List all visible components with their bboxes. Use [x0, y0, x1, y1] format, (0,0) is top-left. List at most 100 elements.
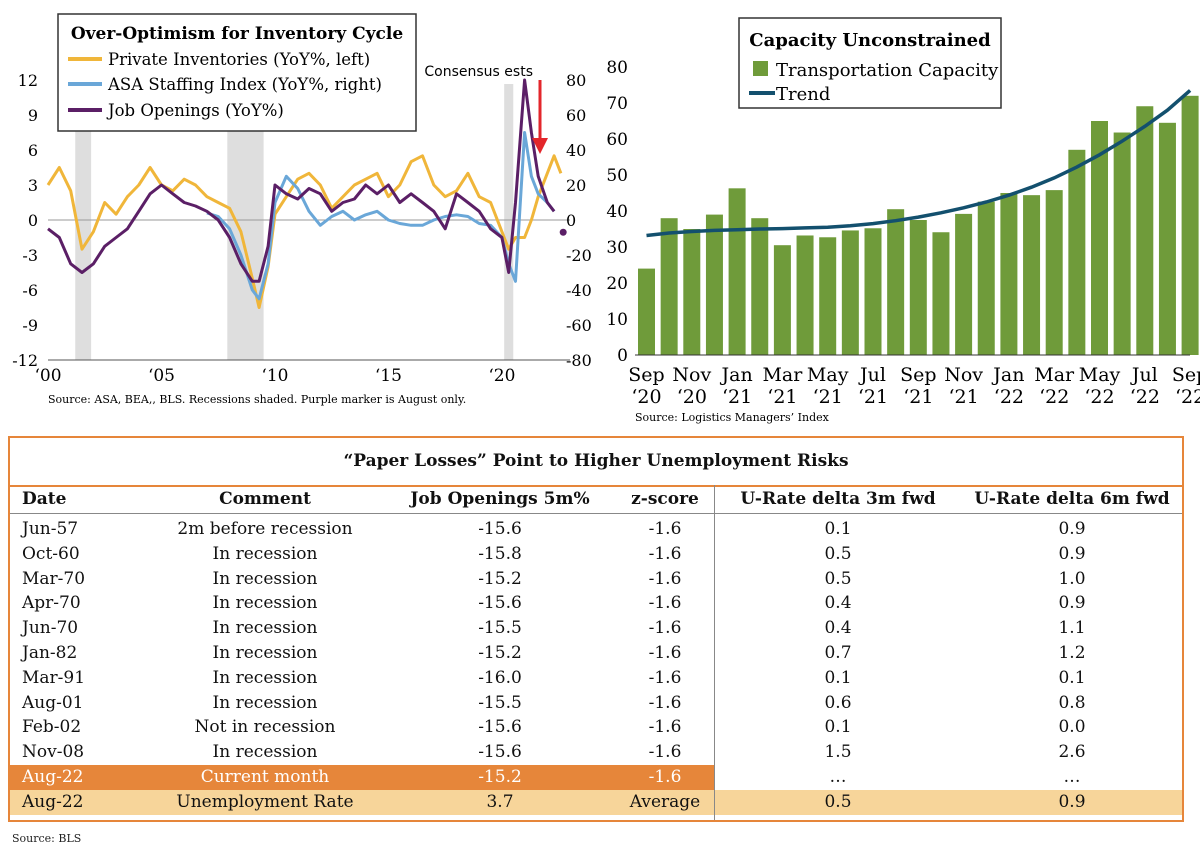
cell-z-score: Average [629, 791, 701, 812]
year-tick: ‘21 [858, 386, 888, 408]
year-tick: ‘22 [1039, 386, 1069, 408]
capacity-bar [683, 229, 701, 355]
cell-date: Aug-22 [22, 791, 84, 812]
year-tick: ‘21 [722, 386, 752, 408]
table-row: Jun-70 In recession -15.5 -1.6 0.4 1.1 [10, 616, 1182, 641]
cell-urate-3m: 0.5 [824, 543, 852, 564]
legend-label-inventories: Private Inventories (YoY%, left) [108, 50, 370, 69]
month-tick: Jan [720, 364, 753, 386]
year-tick: ‘22 [994, 386, 1024, 408]
cell-urate-3m: 0.5 [824, 791, 852, 812]
capacity-bar [841, 230, 859, 355]
trend-line [646, 89, 1192, 238]
cell-urate-3m: 0.4 [824, 593, 852, 614]
cell-z-score: -1.6 [648, 519, 682, 539]
capacity-bar [728, 188, 746, 355]
left-y-tick: -3 [22, 246, 38, 265]
month-tick: May [1079, 364, 1121, 386]
right-chart-source: Source: Logistics Managers’ Index [635, 411, 830, 424]
header-date: Date [22, 489, 67, 509]
cell-z-score: -1.6 [648, 692, 682, 713]
year-tick: ‘21 [813, 386, 843, 408]
cell-comment: Current month [200, 767, 330, 787]
capacity-bar [1181, 95, 1199, 356]
series-inventories [46, 154, 563, 309]
right-y-tick: 60 [606, 130, 628, 150]
cell-z-score: -1.6 [648, 767, 682, 787]
cell-comment: Unemployment Rate [176, 791, 354, 812]
header-job-openings: Job Openings 5m% [410, 489, 590, 509]
cell-job-openings: -15.2 [478, 643, 522, 663]
header-comment: Comment [219, 489, 311, 509]
left-x-tick: ‘10 [261, 366, 288, 386]
table-title: “Paper Losses” Point to Higher Unemploym… [10, 438, 1182, 487]
left-x-tick: ‘15 [375, 366, 402, 386]
cell-job-openings: -15.2 [478, 568, 522, 589]
cell-comment: In recession [212, 618, 318, 639]
table-row: Mar-91 In recession -16.0 -1.6 0.1 0.1 [10, 666, 1182, 691]
cell-z-score: -1.6 [648, 618, 682, 639]
right-y-tick: 70 [606, 94, 628, 114]
cell-urate-6m: 0.9 [1058, 791, 1086, 812]
left-chart: 12 9 6 3 0 -3 -6 -9 -12 80 60 40 20 0 -20 -40 -60 -80 ‘0… [12, 13, 592, 406]
capacity-bar [1136, 106, 1154, 356]
cell-z-score: -1.6 [648, 568, 682, 589]
capacity-bar [705, 214, 723, 355]
recession-band [504, 84, 514, 360]
year-tick: ‘22 [1175, 386, 1200, 408]
cell-comment: In recession [212, 692, 318, 713]
cell-date: Apr-70 [22, 593, 81, 614]
cell-urate-3m: … [829, 767, 847, 787]
right-y-tick: 10 [606, 310, 628, 330]
cell-comment: In recession [212, 667, 318, 688]
column-divider [714, 485, 715, 820]
cell-z-score: -1.6 [648, 543, 682, 564]
month-tick: Nov [672, 364, 711, 386]
capacity-bar [773, 245, 791, 355]
cell-date: Nov-08 [22, 742, 85, 763]
average-row: Aug-22 Unemployment Rate 3.7 Average 0.5 0.9 [10, 789, 1182, 815]
left-y-tick: 0 [28, 211, 38, 230]
cell-urate-6m: 0.9 [1058, 519, 1086, 539]
table-header-row: Date Comment Job Openings 5m% z-score U-… [10, 487, 1182, 512]
month-tick: Mar [1034, 364, 1075, 386]
right-y-tick: 80 [566, 71, 586, 90]
left-chart-source: Source: ASA, BEA,, BLS. Recessions shade… [48, 393, 466, 406]
legend-label-asa: ASA Staffing Index (YoY%, right) [107, 75, 382, 94]
cell-urate-6m: 2.6 [1058, 742, 1086, 763]
right-legend-box [738, 17, 1002, 109]
cell-date: Aug-22 [22, 767, 84, 787]
capacity-bar [955, 213, 973, 355]
right-legend-title: Capacity Unconstrained [749, 30, 991, 51]
capacity-bar [751, 218, 769, 355]
arrow-head-icon [532, 138, 548, 154]
right-y-tick: 0 [617, 346, 628, 366]
august-marker [559, 228, 567, 236]
year-tick: ‘21 [948, 386, 978, 408]
cell-job-openings: -15.8 [478, 543, 522, 564]
cell-job-openings: -15.5 [478, 692, 522, 713]
table-row: Aug-22 Current month -15.2 -1.6…… [10, 765, 1182, 790]
cell-job-openings: -16.0 [478, 667, 522, 688]
consensus-annotation: Consensus ests [424, 64, 533, 80]
right-y-tick: -80 [566, 351, 592, 370]
unemployment-risk-table: “Paper Losses” Point to Higher Unemploym… [8, 436, 1184, 822]
right-y-tick: 40 [566, 141, 586, 160]
month-tick: Jul [1130, 364, 1158, 386]
left-y-tick: 9 [28, 106, 38, 125]
month-tick: Sep [1172, 364, 1200, 386]
table-row: Oct-60 In recession -15.8 -1.6 0.5 0.9 [10, 542, 1182, 567]
table-row: Aug-01 In recession -15.5 -1.6 0.6 0.8 [10, 691, 1182, 716]
recession-band [75, 84, 92, 360]
year-tick: ‘21 [767, 386, 797, 408]
cell-job-openings: -15.6 [478, 717, 522, 738]
month-tick: Jul [858, 364, 886, 386]
right-y-tick: -60 [566, 316, 592, 335]
series-asa [206, 131, 556, 301]
year-tick: ‘21 [903, 386, 933, 408]
year-tick: ‘22 [1084, 386, 1114, 408]
capacity-bar [819, 237, 837, 355]
right-y-tick: 0 [566, 211, 576, 230]
left-x-tick: ‘20 [488, 366, 515, 386]
